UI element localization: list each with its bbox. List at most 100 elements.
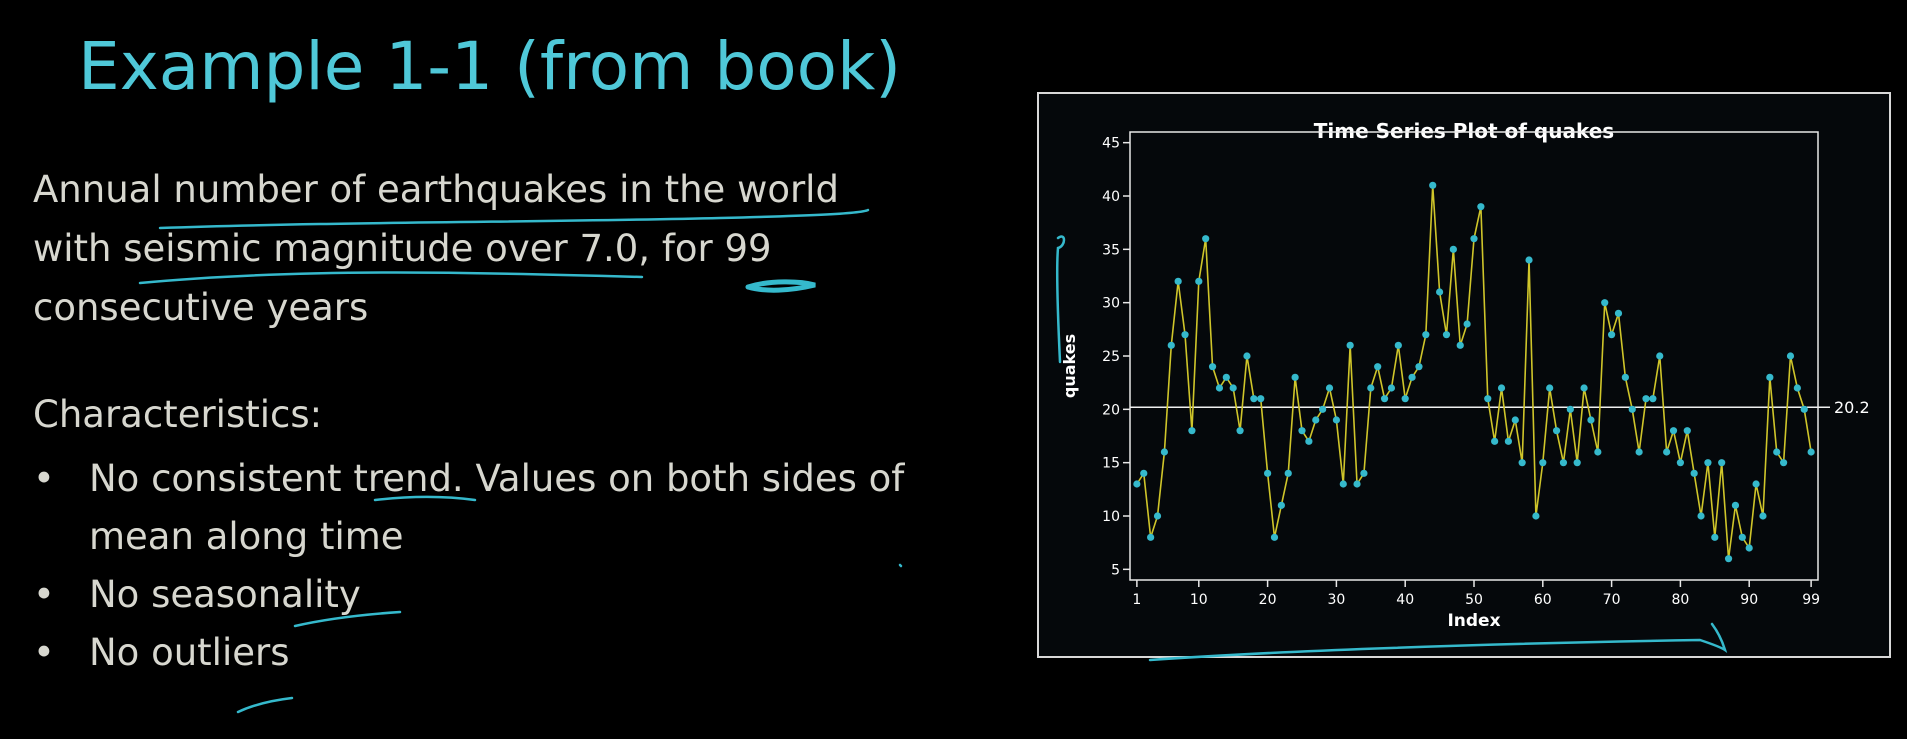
data-point: [1786, 352, 1795, 360]
data-point: [1401, 395, 1409, 403]
data-point: [1724, 555, 1733, 563]
data-point: [1511, 416, 1519, 424]
x-tick-label: 70: [1603, 592, 1621, 608]
y-tick-label: 20: [1102, 402, 1120, 418]
data-point: [1614, 309, 1623, 317]
data-point: [1160, 448, 1168, 456]
data-point: [1773, 448, 1781, 456]
data-point: [1284, 469, 1292, 477]
data-point: [1394, 341, 1402, 349]
data-point: [1690, 469, 1698, 477]
x-axis-label: Index: [1447, 611, 1500, 631]
data-point: [1264, 469, 1272, 477]
data-point: [1628, 405, 1636, 413]
data-point: [1195, 277, 1203, 285]
data-point: [1731, 501, 1740, 509]
data-point: [1153, 512, 1162, 520]
data-point: [1374, 363, 1382, 371]
reference-line-label: 20.2: [1834, 398, 1870, 417]
data-point: [1250, 395, 1258, 403]
data-point: [1539, 459, 1547, 467]
data-point: [1422, 331, 1430, 339]
data-point: [1807, 448, 1815, 456]
y-tick-label: 25: [1102, 349, 1120, 365]
data-point: [1745, 544, 1753, 552]
bullet-item: • No seasonality: [33, 566, 933, 624]
data-point: [1793, 384, 1801, 392]
y-tick-label: 15: [1102, 456, 1120, 472]
data-point: [1663, 448, 1671, 456]
data-point: [1387, 384, 1396, 392]
data-point: [1215, 384, 1224, 392]
data-point: [1573, 459, 1581, 467]
data-point: [1188, 427, 1196, 435]
data-point: [1559, 459, 1568, 467]
data-point: [1621, 373, 1629, 381]
data-point: [1587, 416, 1595, 424]
data-point: [1594, 448, 1602, 456]
x-tick-label: 10: [1190, 592, 1208, 608]
data-point: [1566, 405, 1574, 413]
data-point: [1766, 373, 1774, 381]
data-point: [1367, 384, 1375, 392]
slide-title: Example 1-1 (from book): [78, 28, 902, 105]
x-tick-label: 80: [1671, 592, 1689, 608]
data-point: [1683, 427, 1691, 435]
data-point: [1601, 299, 1609, 307]
bullet-text: No seasonality: [89, 573, 361, 616]
data-point: [1759, 512, 1767, 520]
data-point: [1649, 395, 1657, 403]
data-point: [1463, 320, 1471, 328]
data-point: [1608, 331, 1616, 339]
data-point: [1415, 363, 1423, 371]
data-point: [1635, 448, 1643, 456]
y-tick-label: 45: [1102, 136, 1120, 152]
data-point: [1208, 363, 1217, 371]
data-point: [1470, 235, 1478, 243]
data-point: [1711, 533, 1719, 541]
x-tick-label: 30: [1327, 592, 1345, 608]
data-point: [1580, 384, 1588, 392]
chart-title: Time Series Plot of quakes: [1314, 119, 1614, 143]
data-point: [1325, 384, 1334, 392]
time-series-chart: Time Series Plot of quakes quakes Index …: [1060, 119, 1870, 631]
data-point: [1442, 331, 1451, 339]
x-tick-label: 90: [1740, 592, 1758, 608]
data-point: [1504, 437, 1512, 445]
data-point: [1181, 331, 1189, 339]
data-point: [1257, 395, 1265, 403]
data-point: [1436, 288, 1444, 296]
data-point: [1497, 384, 1506, 392]
data-point: [1360, 469, 1368, 477]
x-tick-label: 1: [1132, 592, 1141, 608]
data-point: [1319, 405, 1327, 413]
bullet-item: • No consistent trend. Values on both si…: [33, 450, 933, 566]
data-point: [1346, 341, 1354, 349]
x-tick-label: 50: [1465, 592, 1483, 608]
data-point: [1642, 395, 1650, 403]
y-tick-label: 40: [1102, 189, 1120, 205]
data-point: [1140, 469, 1148, 477]
data-point: [1147, 533, 1155, 541]
data-point: [1669, 427, 1678, 435]
data-point: [1291, 373, 1299, 381]
ink-underline: [236, 696, 294, 714]
data-point: [1456, 341, 1464, 349]
bullet-text: No consistent trend. Values on both side…: [89, 457, 905, 558]
data-point: [1380, 395, 1389, 403]
data-point: [1491, 437, 1499, 445]
data-point: [1408, 373, 1416, 381]
data-point: [1305, 437, 1313, 445]
data-point: [1429, 181, 1437, 189]
data-point: [1704, 459, 1712, 467]
x-tick-label: 99: [1802, 592, 1820, 608]
bullet-glyph: •: [33, 457, 55, 500]
data-point: [1484, 395, 1492, 403]
data-point: [1738, 533, 1746, 541]
y-tick-label: 30: [1102, 296, 1120, 312]
data-point: [1298, 427, 1306, 435]
data-point: [1312, 416, 1320, 424]
data-point: [1449, 245, 1457, 253]
intro-text: Annual number of earthquakes in the worl…: [33, 168, 839, 329]
data-point: [1243, 352, 1251, 360]
